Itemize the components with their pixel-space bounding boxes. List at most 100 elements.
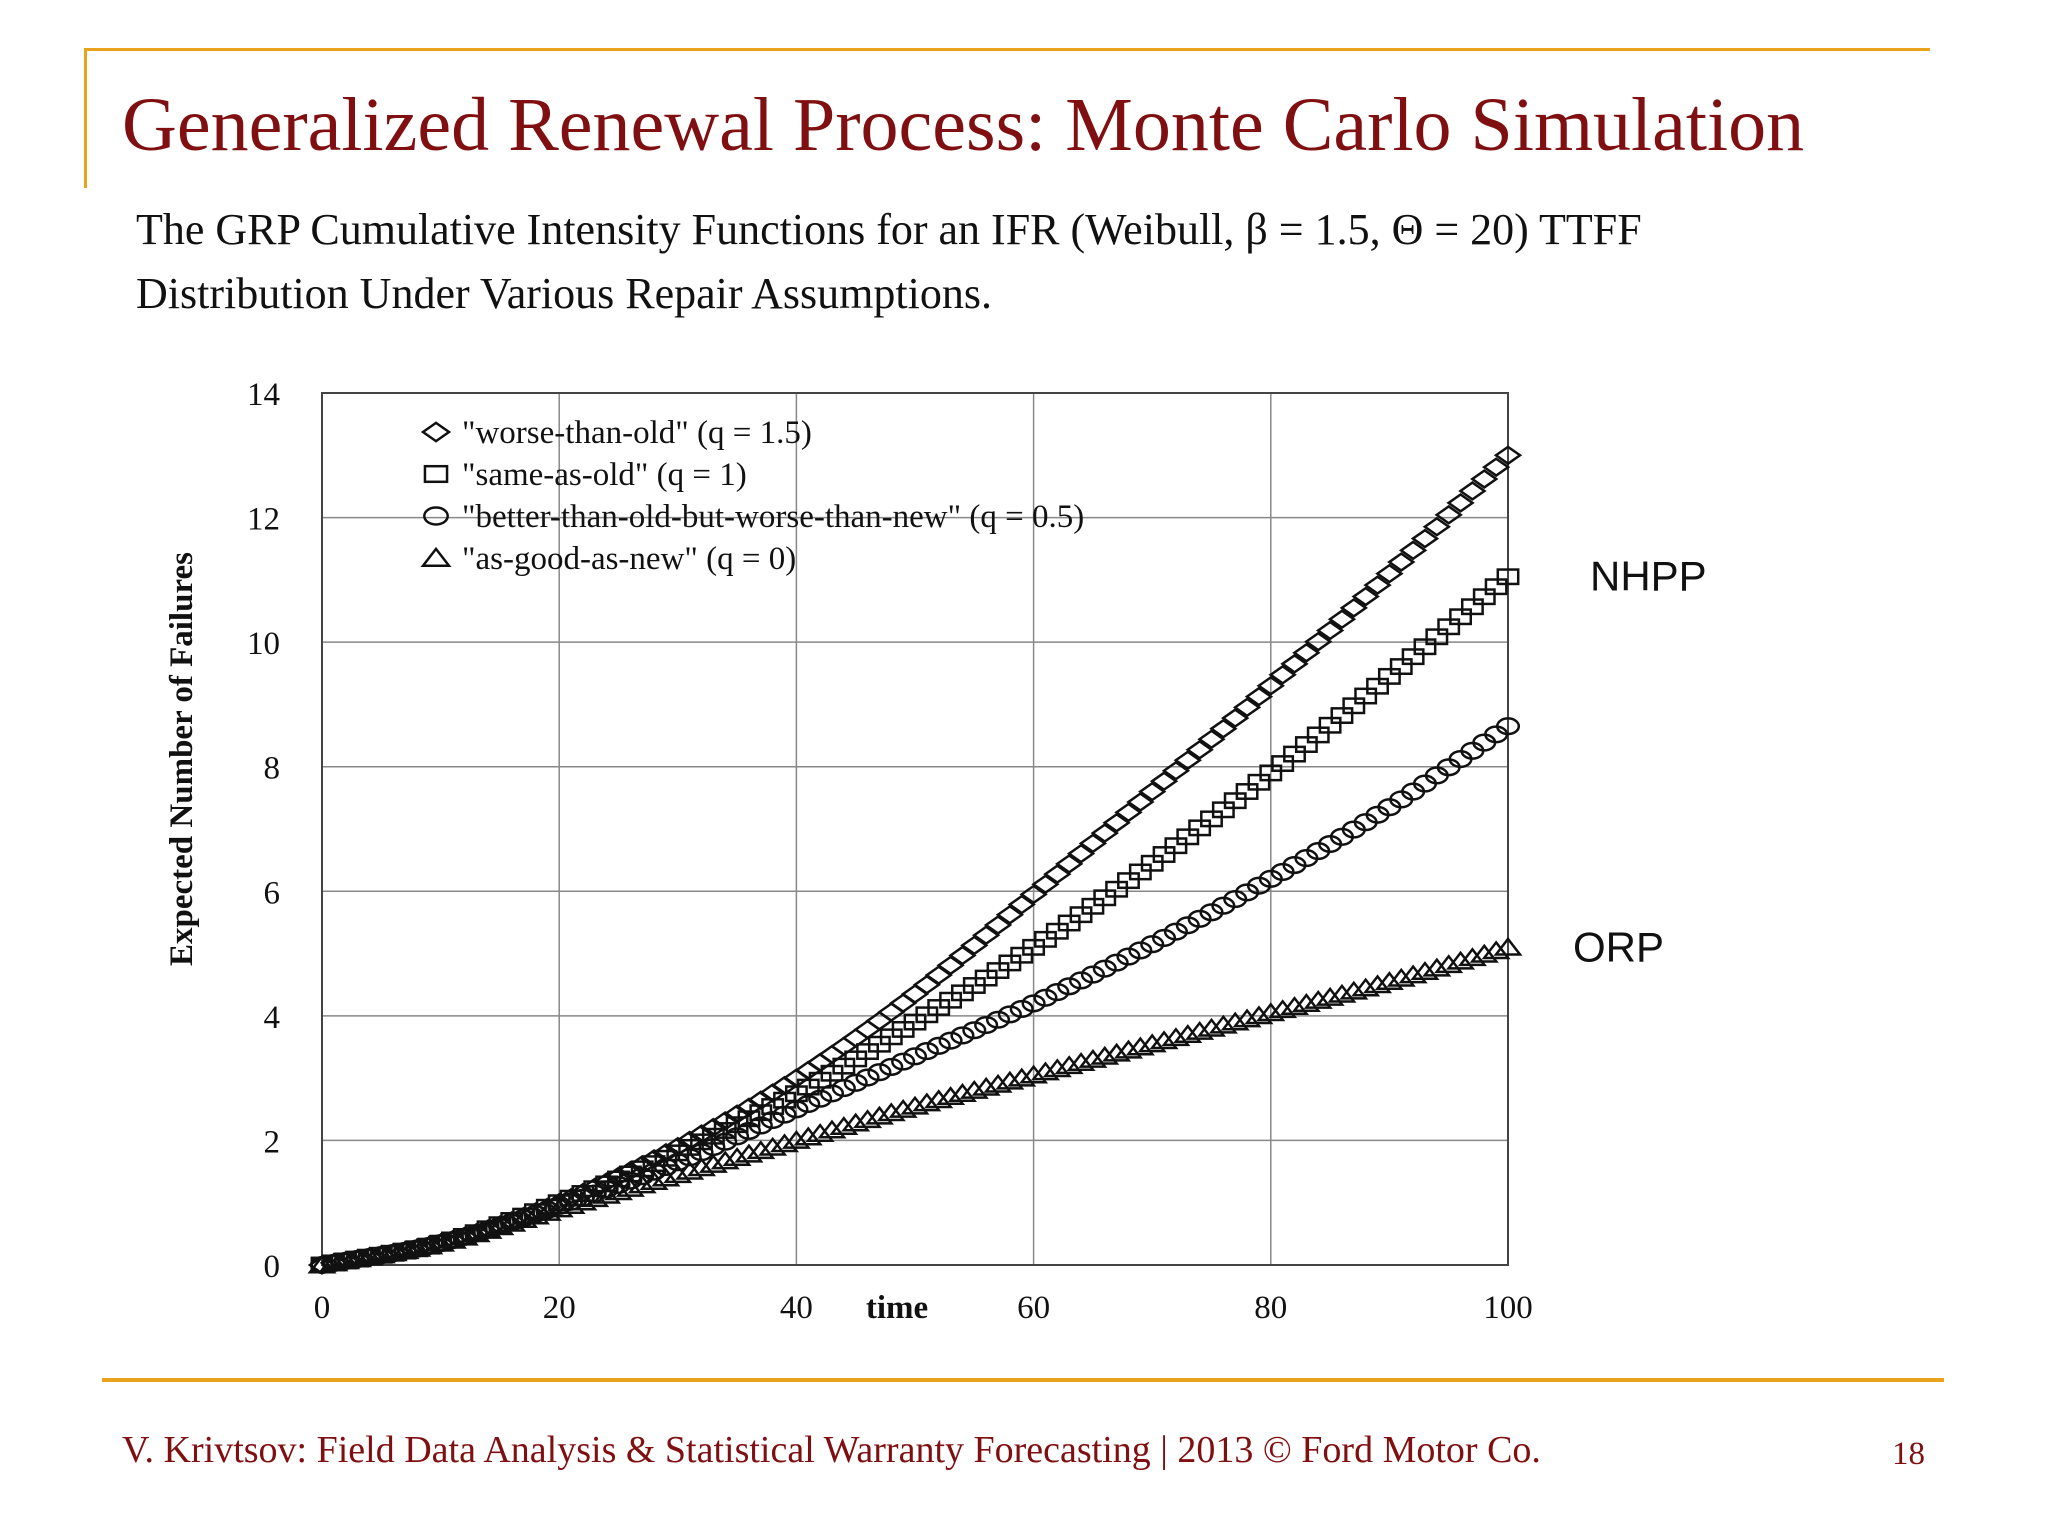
triangle-marker [331,1250,361,1270]
triangle-marker [639,1171,669,1190]
circle-marker [879,1057,904,1076]
circle-marker [748,1116,773,1135]
square-marker [1342,697,1366,715]
triangle-marker [1244,1005,1274,1025]
triangle-marker [1066,1052,1096,1072]
triangle-marker [615,1177,645,1197]
diamond-marker [1304,631,1333,652]
square-marker [1318,716,1342,734]
square-marker [1449,608,1473,626]
square-marker [1188,819,1212,837]
triangle-marker [1446,950,1476,970]
triangle-marker [1208,1014,1238,1034]
diamond-marker [983,915,1013,935]
subtitle-line-2: Distribution Under Various Repair Assump… [136,269,992,318]
diamond-marker [1363,575,1392,596]
diamond-marker [1031,874,1060,895]
triangle-marker [1125,1036,1155,1056]
square-marker [1377,667,1401,685]
triangle-marker [1220,1011,1250,1031]
plot-area-frame [321,392,1509,1266]
circle-marker [725,1127,750,1146]
legend-entry: "worse-than-old" (q = 1.5) [462,415,812,451]
triangle-marker [1351,977,1381,997]
square-marker [1389,658,1413,676]
diamond-marker [1446,492,1475,513]
square-marker [1235,783,1259,800]
square-marker [1223,792,1247,810]
diamond-marker [1375,563,1404,584]
triangle-marker [1090,1045,1120,1065]
triangle-marker [568,1191,598,1211]
square-marker [1294,736,1318,753]
triangle-marker [947,1083,977,1102]
diamond-marker [545,1192,574,1213]
triangle-marker [1303,989,1333,1009]
circle-marker [1045,983,1070,1002]
diamond-marker [1493,445,1523,466]
square-marker [1140,854,1164,872]
series-circle [309,717,1521,1275]
diamond-marker [1315,620,1345,641]
diamond-marker [1221,708,1250,728]
left-accent-rule [84,48,87,188]
triangle-marker [888,1099,918,1118]
x-tick-label: 0 [314,1290,331,1326]
circle-marker [819,1084,845,1103]
triangle-marker [556,1195,586,1214]
x-tick-label: 20 [543,1290,576,1326]
chart-legend: "worse-than-old" (q = 1.5) "same-as-old" … [420,415,1084,577]
triangle-marker [497,1212,527,1232]
diamond-marker [1185,739,1214,760]
square-marker [1472,588,1496,606]
square-marker [1283,745,1306,763]
legend-entry: "same-as-old" (q = 1) [462,457,747,493]
triangle-marker [1030,1061,1060,1081]
diamond-marker [1138,781,1167,802]
circle-marker [618,1171,643,1190]
triangle-marker [426,1232,456,1252]
square-marker [1413,638,1437,656]
triangle-marker [936,1086,966,1106]
triangle-marker [627,1174,657,1194]
diamond-marker [1268,664,1297,685]
diamond-marker [1280,653,1309,674]
triangle-marker [1232,1008,1262,1028]
triangle-marker [319,1252,349,1272]
triangle-marker [1161,1027,1191,1047]
triangle-marker [746,1140,776,1160]
square-marker [1247,773,1271,791]
diamond-marker [877,1002,906,1023]
triangle-marker [1042,1058,1072,1078]
diamond-marker [900,984,930,1004]
triangle-marker [971,1076,1001,1096]
triangle-marker [675,1160,705,1180]
circle-marker [962,1021,987,1040]
circle-marker [1495,717,1521,736]
y-tick-label: 8 [264,751,281,787]
triangle-marker [781,1129,811,1149]
legend-square-icon [423,464,449,484]
diamond-marker [971,925,1001,946]
square-marker [690,1133,713,1151]
circle-marker [736,1121,762,1140]
triangle-marker [1113,1039,1144,1059]
circle-marker [1068,971,1094,990]
square-marker [1211,801,1235,819]
circle-marker [1033,988,1058,1007]
circle-marker [784,1100,809,1119]
square-marker [1081,897,1105,915]
legend-diamond-icon [420,421,452,443]
triangle-marker [1007,1067,1037,1087]
triangle-marker [461,1223,491,1243]
y-tick-label: 14 [247,377,280,413]
diamond-marker [1055,853,1084,874]
diamond-marker [1232,697,1262,718]
circle-marker [1021,994,1046,1013]
diamond-marker [1209,718,1238,739]
triangle-marker [876,1102,906,1122]
square-marker [1117,872,1140,890]
square-marker [1200,810,1223,828]
slide-footer: V. Krivtsov: Field Data Analysis & Stati… [122,1429,1541,1471]
diamond-marker [865,1010,894,1031]
